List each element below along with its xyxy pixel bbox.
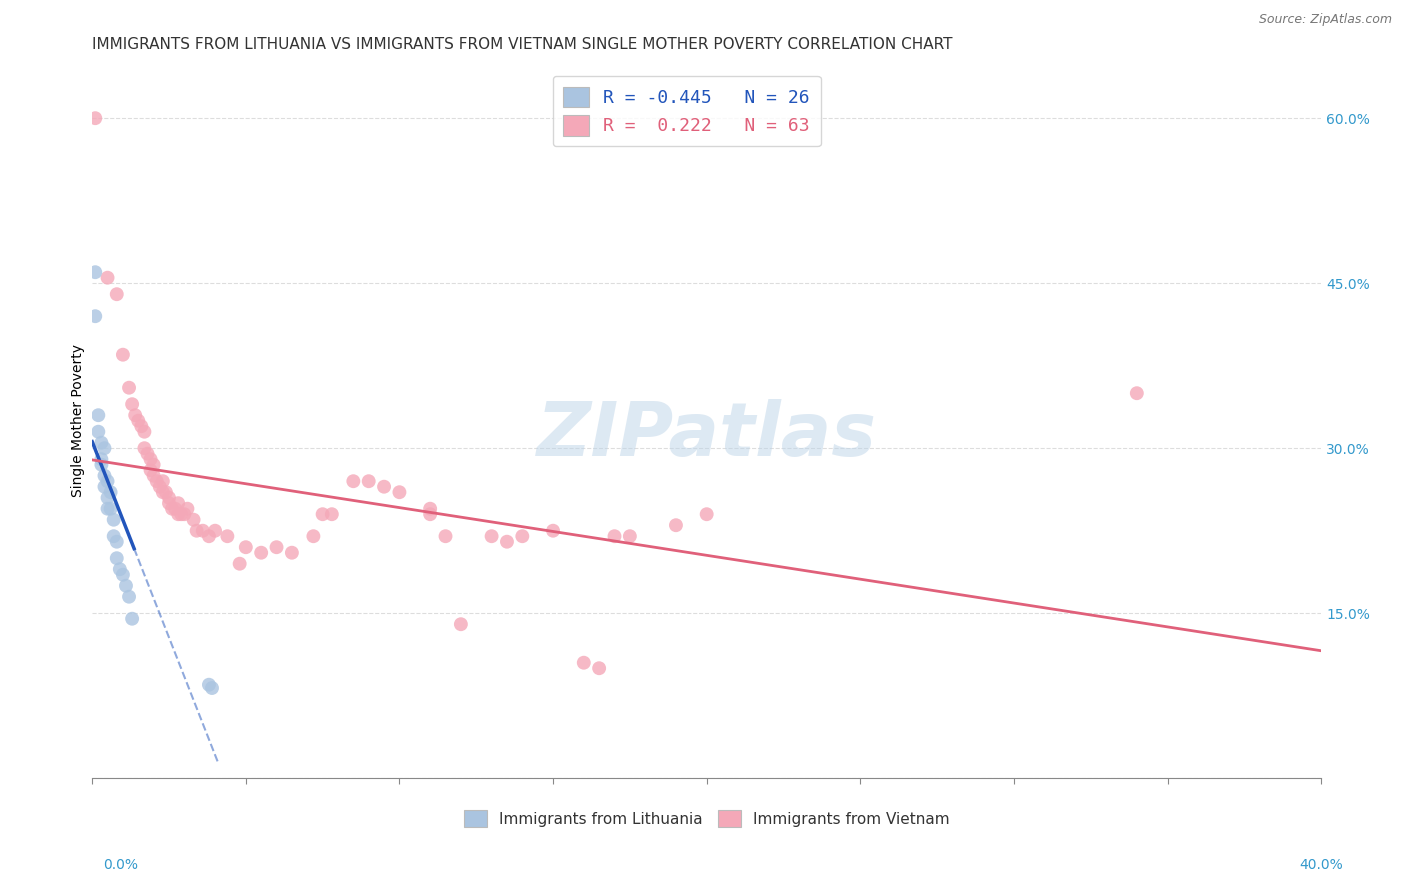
Point <box>357 474 380 488</box>
Point <box>450 617 472 632</box>
Y-axis label: Single Mother Poverty: Single Mother Poverty <box>72 344 86 497</box>
Point <box>204 524 226 538</box>
Point <box>173 507 195 521</box>
Point <box>93 441 115 455</box>
Point <box>105 551 128 566</box>
Point <box>165 501 187 516</box>
Point <box>111 567 134 582</box>
Point <box>149 480 172 494</box>
Point <box>167 507 190 521</box>
Point <box>84 265 107 279</box>
Text: IMMIGRANTS FROM LITHUANIA VS IMMIGRANTS FROM VIETNAM SINGLE MOTHER POVERTY CORRE: IMMIGRANTS FROM LITHUANIA VS IMMIGRANTS … <box>93 37 953 53</box>
Point <box>90 435 112 450</box>
Point <box>217 529 239 543</box>
Point <box>481 529 503 543</box>
Point <box>541 524 564 538</box>
Point <box>121 612 143 626</box>
Legend: Immigrants from Lithuania, Immigrants from Vietnam: Immigrants from Lithuania, Immigrants fr… <box>456 802 957 835</box>
Point <box>1126 386 1149 401</box>
Point <box>696 507 718 521</box>
Point <box>127 414 149 428</box>
Point <box>198 529 221 543</box>
Point <box>419 501 441 516</box>
Point <box>152 485 174 500</box>
Point <box>152 474 174 488</box>
Point <box>111 348 134 362</box>
Point <box>321 507 343 521</box>
Point <box>419 507 441 521</box>
Point <box>90 458 112 472</box>
Point <box>105 534 128 549</box>
Point <box>434 529 457 543</box>
Point <box>90 452 112 467</box>
Point <box>103 513 125 527</box>
Point <box>250 546 273 560</box>
Point <box>131 419 153 434</box>
Point <box>155 485 177 500</box>
Point <box>619 529 641 543</box>
Text: ZIPatlas: ZIPatlas <box>537 399 877 472</box>
Point <box>118 590 141 604</box>
Point <box>136 447 159 461</box>
Point <box>496 534 519 549</box>
Point <box>96 474 118 488</box>
Point <box>124 408 146 422</box>
Point <box>87 408 110 422</box>
Point <box>142 458 165 472</box>
Point <box>157 491 180 505</box>
Point <box>388 485 411 500</box>
Point <box>84 112 107 126</box>
Point <box>121 397 143 411</box>
Point <box>134 425 156 439</box>
Point <box>228 557 250 571</box>
Point <box>87 425 110 439</box>
Point <box>167 496 190 510</box>
Text: 0.0%: 0.0% <box>103 858 138 872</box>
Point <box>96 491 118 505</box>
Point <box>100 485 122 500</box>
Point <box>105 287 128 301</box>
Text: Source: ZipAtlas.com: Source: ZipAtlas.com <box>1258 13 1392 27</box>
Point <box>157 496 180 510</box>
Point <box>191 524 214 538</box>
Point <box>572 656 595 670</box>
Point <box>115 579 138 593</box>
Point <box>96 270 118 285</box>
Text: 40.0%: 40.0% <box>1299 858 1343 872</box>
Point <box>142 468 165 483</box>
Point <box>84 309 107 323</box>
Point <box>96 501 118 516</box>
Point <box>373 480 395 494</box>
Point <box>103 529 125 543</box>
Point <box>100 501 122 516</box>
Point <box>139 452 162 467</box>
Point <box>266 540 288 554</box>
Point <box>281 546 304 560</box>
Point <box>183 513 205 527</box>
Point <box>235 540 257 554</box>
Point <box>145 474 167 488</box>
Point <box>186 524 208 538</box>
Point <box>311 507 333 521</box>
Point <box>108 562 131 576</box>
Point <box>93 480 115 494</box>
Point <box>170 507 193 521</box>
Point <box>512 529 534 543</box>
Point <box>139 463 162 477</box>
Point <box>198 678 221 692</box>
Point <box>118 381 141 395</box>
Point <box>160 501 183 516</box>
Point <box>93 468 115 483</box>
Point <box>588 661 610 675</box>
Point <box>665 518 688 533</box>
Point <box>603 529 626 543</box>
Point <box>134 441 156 455</box>
Point <box>201 681 224 695</box>
Point <box>176 501 198 516</box>
Point <box>302 529 325 543</box>
Point <box>342 474 364 488</box>
